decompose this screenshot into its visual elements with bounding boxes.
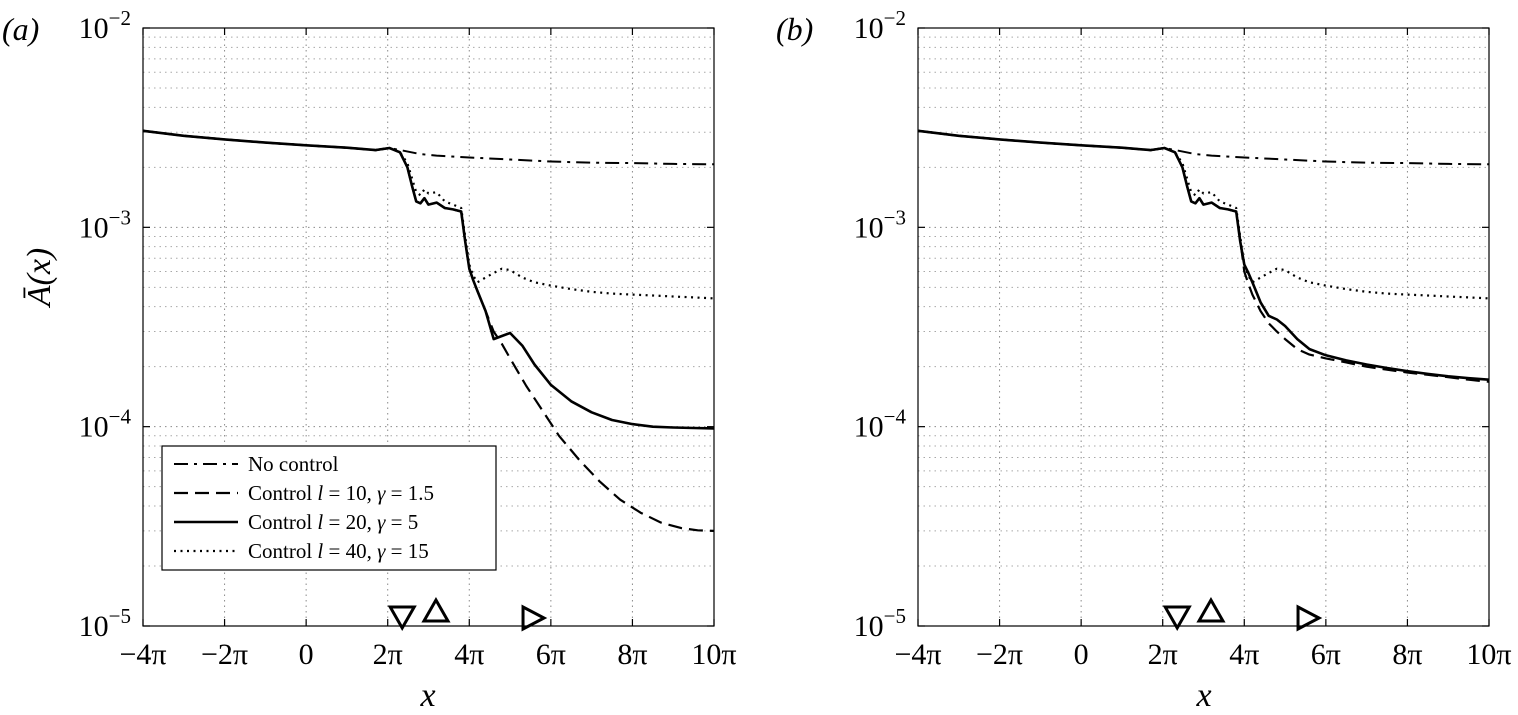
y-axis-label-a: Ā(x) <box>21 248 58 309</box>
x-tick-label: 6π <box>536 638 566 671</box>
y-tick-label: 10−5 <box>854 604 906 643</box>
x-tick-label: 4π <box>1229 638 1259 671</box>
series-line-dashdot <box>917 129 1490 166</box>
y-tick-label: 10−5 <box>79 604 131 643</box>
legend-box <box>161 445 497 571</box>
x-axis-label-a: x <box>419 677 435 714</box>
legend-entry: Control l = 20, γ = 5 <box>248 510 418 534</box>
series-line-dotted <box>917 129 1490 300</box>
x-tick-label: 10π <box>691 638 736 671</box>
marker-triangle-down-icon <box>387 605 417 632</box>
series-line-dotted <box>142 129 715 300</box>
series-line-dashed <box>917 129 1490 383</box>
x-tick-label: 4π <box>454 638 484 671</box>
grid <box>917 27 1490 627</box>
x-tick-label: 6π <box>1311 638 1341 671</box>
panel-b: (b) x −4π −2π 0 2π 4π 6π 8π 10π 10−5 10−4 10−3 10−2 <box>776 6 1512 714</box>
series-line-solid <box>917 129 1490 381</box>
x-tick-label: 8π <box>1392 638 1422 671</box>
legend: No control Control l = 10, γ = 1.5 Control… <box>161 445 497 571</box>
x-tick-label: −2π <box>976 638 1023 671</box>
panel-label-b: (b) <box>776 11 813 47</box>
legend-entry: No control <box>248 452 339 476</box>
panel-a: (a) x Ā(x) −4π −2π 0 2π 4π 6π 8π 10π 10−5 10−4 10−… <box>2 6 737 714</box>
panel-label-a: (a) <box>2 11 39 47</box>
y-tick-label: 10−4 <box>79 405 132 444</box>
x-tick-label: 0 <box>299 638 314 671</box>
x-axis-label-b: x <box>1195 677 1211 714</box>
marker-triangle-right-icon <box>521 604 548 632</box>
x-tick-label: −4π <box>894 638 941 671</box>
y-tick-label: 10−2 <box>854 6 906 45</box>
marker-triangle-up-icon <box>1196 596 1226 623</box>
plot-frame <box>917 27 1490 627</box>
x-tick-label: 2π <box>1148 638 1178 671</box>
x-tick-label: −2π <box>201 638 248 671</box>
series-line-solid <box>142 129 715 430</box>
x-tick-label: 10π <box>1466 638 1511 671</box>
marker-triangle-down-icon <box>1162 605 1192 632</box>
x-tick-label: 2π <box>373 638 403 671</box>
x-tick-label: −4π <box>119 638 166 671</box>
y-tick-label: 10−3 <box>79 205 131 244</box>
y-tick-label: 10−2 <box>79 6 131 45</box>
y-tick-label: 10−3 <box>854 205 906 244</box>
marker-triangle-right-icon <box>1296 604 1323 632</box>
x-tick-label: 8π <box>617 638 647 671</box>
series-line-dashdot <box>142 129 715 166</box>
plot-frame <box>142 27 715 627</box>
marker-triangle-up-icon <box>421 596 451 623</box>
legend-entry: Control l = 10, γ = 1.5 <box>248 481 434 505</box>
y-tick-label: 10−4 <box>854 405 907 444</box>
legend-entry: Control l = 40, γ = 15 <box>248 539 429 563</box>
x-tick-label: 0 <box>1074 638 1089 671</box>
